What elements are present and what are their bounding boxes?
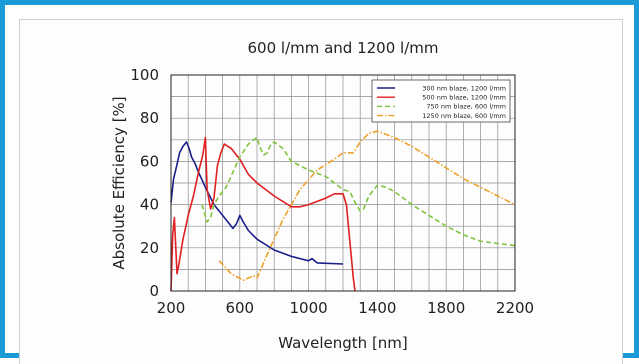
x-tick-label: 1400 (358, 299, 396, 317)
legend-entry: 750 nm blaze, 600 l/mm (426, 103, 506, 111)
x-tick-label: 200 (157, 299, 186, 317)
x-axis-label: Wavelength [nm] (278, 334, 408, 352)
x-tick-labels: 200 600 1000 1400 1800 2200 (157, 299, 534, 317)
legend: 300 nm blaze, 1200 l/mm 500 nm blaze, 120… (371, 79, 511, 123)
series-line (218, 130, 516, 281)
y-tick-label: 100 (130, 66, 159, 84)
series-line (170, 141, 344, 265)
legend-entry: 500 nm blaze, 1200 l/mm (422, 94, 506, 102)
plot-border (170, 74, 516, 292)
chart-panel (19, 19, 623, 364)
series-line (170, 136, 356, 292)
legend-box (371, 79, 511, 123)
x-tick-label: 600 (225, 299, 254, 317)
y-axis-label: Absolute Efficiency [%] (110, 96, 128, 269)
x-tick-label: 1000 (290, 299, 328, 317)
legend-entry: 1250 nm blaze, 600 l/mm (422, 112, 506, 120)
series-line (201, 136, 516, 247)
y-tick-label: 0 (149, 282, 159, 300)
series-lines (170, 130, 516, 292)
legend-entry: 300 nm blaze, 1200 l/mm (422, 84, 506, 92)
x-tick-label: 2200 (496, 299, 534, 317)
y-tick-label: 20 (140, 239, 159, 257)
y-tick-label: 80 (140, 109, 159, 127)
y-tick-label: 60 (140, 152, 159, 170)
chart-title: 600 l/mm and 1200 l/mm (248, 39, 439, 57)
y-tick-labels: 0 20 40 60 80 100 (130, 66, 159, 300)
x-tick-label: 1800 (427, 299, 465, 317)
y-tick-label: 40 (140, 196, 159, 214)
